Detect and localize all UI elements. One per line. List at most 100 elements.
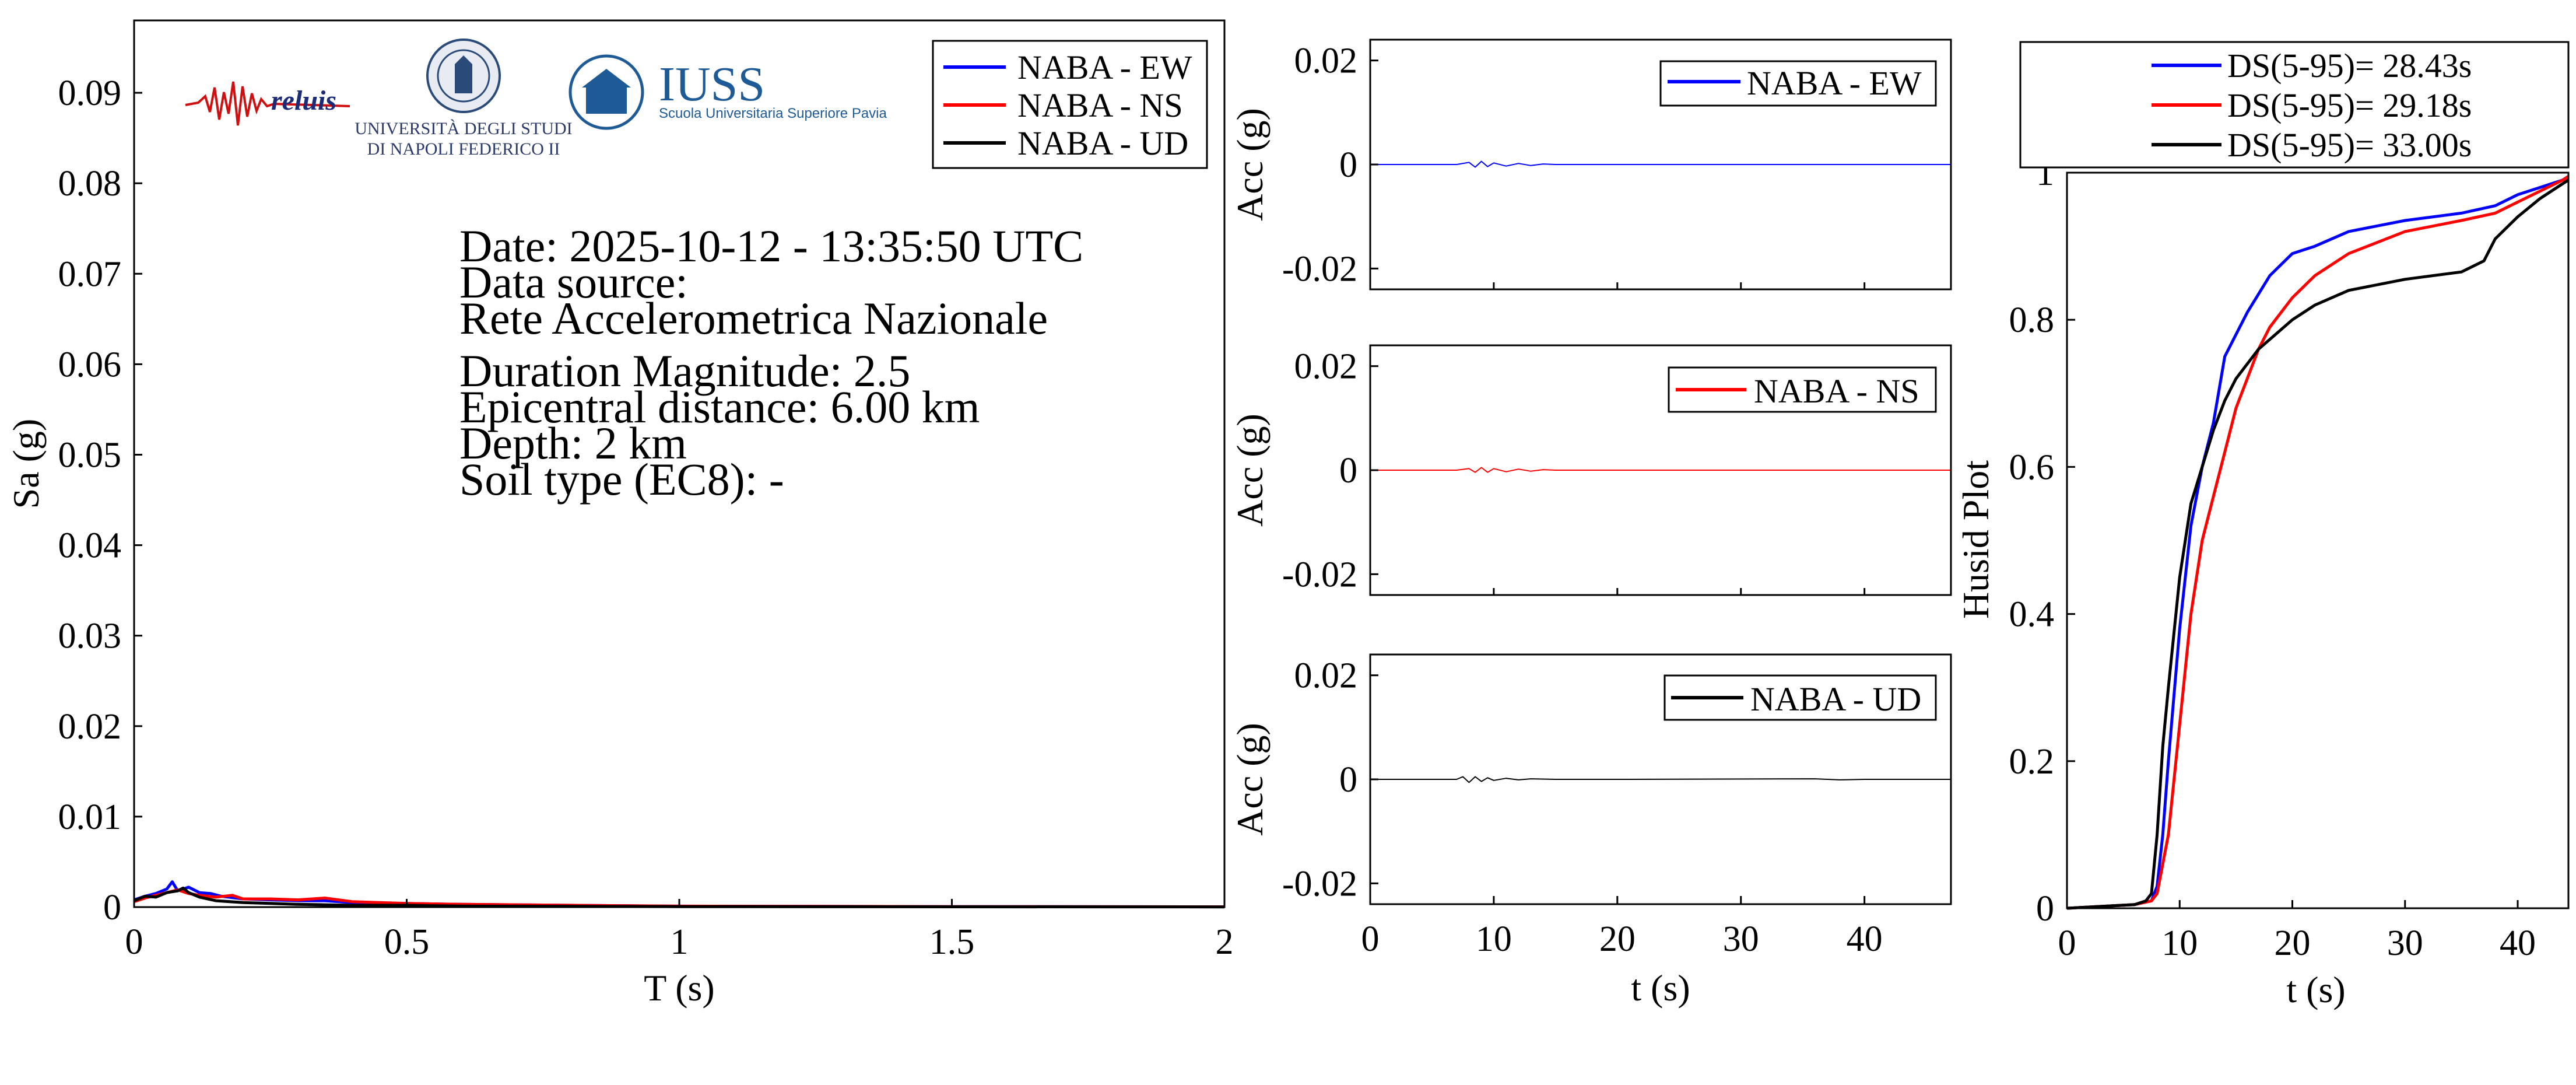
spectrum-y-tick-label: 0.06 — [58, 345, 122, 384]
acc-ud-x-label: t (s) — [1631, 967, 1690, 1009]
acc-ew-legend-label: NABA - EW — [1747, 64, 1922, 102]
acc-ud-x-tick-label: 40 — [1847, 919, 1883, 959]
husid-y-ticks: 00.20.40.60.81 — [2009, 153, 2075, 929]
husid-y-label: Husid Plot — [1955, 460, 1996, 619]
husid-y-tick-label: 0.2 — [2009, 742, 2055, 782]
acc-ew-y-tick-label: -0.02 — [1282, 249, 1357, 289]
acc-ns-y-ticks: -0.02 0 0.02 — [1282, 347, 1378, 594]
spectrum-legend-ew: NABA - EW — [1017, 48, 1192, 86]
spectrum-y-tick-label: 0.03 — [58, 617, 122, 656]
husid-x-tick-label: 10 — [2161, 923, 2198, 963]
husid-x-tick-label: 40 — [2500, 923, 2536, 963]
acc-ns-series — [1370, 467, 1951, 473]
acc-ns-y-label: Acc (g) — [1229, 414, 1271, 527]
husid-series-line-1 — [2066, 175, 2570, 910]
spectrum-y-tick-label: 0.07 — [58, 254, 122, 294]
spectrum-legend: NABA - EW NABA - NS NABA - UD — [932, 40, 1208, 169]
husid-series — [2066, 175, 2570, 910]
spectrum-x-tick-label: 2 — [1216, 922, 1234, 962]
unina-name-line1: UNIVERSITÀ DEGLI STUDI — [355, 119, 572, 138]
event-soil-type: Soil type (EC8): - — [459, 454, 784, 505]
acc-ew-series-line-0 — [1370, 160, 1951, 168]
spectrum-y-tick-label: 0.08 — [58, 164, 122, 204]
husid-x-ticks: 0 10 20 30 40 — [2058, 900, 2536, 963]
event-source-label: Data source: — [459, 257, 688, 307]
acc-ud-x-tick-label: 20 — [1599, 919, 1636, 959]
acc-ns-legend-label: NABA - NS — [1754, 372, 1919, 410]
spectrum-legend-ns: NABA - NS — [1017, 86, 1183, 124]
acc-ud-y-ticks: -0.02 0 0.02 — [1282, 656, 1378, 904]
husid-legend: DS(5-95)= 28.43s DS(5-95)= 29.18s DS(5-9… — [2019, 41, 2570, 169]
spectrum-x-tick-label: 0 — [125, 922, 143, 962]
iuss-subtitle: Scuola Universitaria Superiore Pavia — [659, 106, 887, 121]
acc-ud-legend: NABA - UD — [1663, 674, 1937, 721]
spectrum-y-label: Sa (g) — [5, 419, 47, 509]
event-epicentral-distance: Epicentral distance: 6.00 km — [459, 382, 980, 432]
acc-ns-y-tick-label: 0.02 — [1294, 347, 1358, 387]
acc-ew-series — [1370, 160, 1951, 168]
husid-legend-ns: DS(5-95)= 29.18s — [2227, 86, 2472, 124]
acc-ud-y-tick-label: 0.02 — [1294, 656, 1358, 696]
event-date: Date: 2025-10-12 - 13:35:50 UTC — [459, 220, 1083, 271]
acc-ud-series-line-0 — [1370, 776, 1951, 783]
acc-ew-panel: -0.02 0 0.02 Acc (g) NABA - EW — [1229, 38, 1952, 290]
spectrum-x-ticks: 0 0.5 1 1.5 2 — [125, 899, 1234, 962]
acc-ud-y-label: Acc (g) — [1229, 723, 1271, 836]
iuss-logo: IUSS Scuola Universitaria Superiore Pavi… — [568, 54, 887, 130]
event-magnitude: Duration Magnitude: 2.5 — [459, 345, 910, 396]
spectrum-legend-ud: NABA - UD — [1017, 124, 1188, 162]
spectrum-x-tick-label: 1.5 — [929, 922, 975, 962]
acc-ns-y-tick-label: 0 — [1339, 451, 1357, 491]
acc-ns-legend: NABA - NS — [1668, 366, 1937, 413]
husid-y-tick-label: 0.4 — [2009, 595, 2055, 635]
acc-ud-x-ticks: 0 10 20 30 40 — [1361, 896, 1883, 959]
husid-series-line-0 — [2066, 175, 2570, 910]
event-source-name: Rete Accelerometrica Nazionale — [459, 293, 1048, 344]
acc-ns-y-tick-label: -0.02 — [1282, 555, 1357, 594]
spectrum-y-tick-label: 0.09 — [58, 74, 122, 113]
spectrum-y-tick-label: 0.05 — [58, 435, 122, 475]
husid-x-tick-label: 0 — [2058, 923, 2076, 963]
acc-ud-x-tick-label: 30 — [1723, 919, 1759, 959]
husid-legend-ew: DS(5-95)= 28.43s — [2227, 47, 2472, 85]
event-depth: Depth: 2 km — [459, 418, 687, 468]
spectrum-x-label: T (s) — [644, 967, 714, 1009]
acc-ew-legend: NABA - EW — [1659, 60, 1937, 107]
husid-legend-ud: DS(5-95)= 33.00s — [2227, 126, 2472, 164]
iuss-emblem-icon — [568, 54, 644, 130]
spectrum-x-tick-label: 0.5 — [384, 922, 430, 962]
acc-ns-series-line-0 — [1370, 467, 1951, 473]
husid-x-label: t (s) — [2286, 969, 2345, 1010]
husid-y-tick-label: 0.8 — [2009, 300, 2055, 340]
spectrum-y-tick-label: 0.02 — [58, 707, 122, 747]
husid-x-tick-label: 30 — [2387, 923, 2423, 963]
spectrum-y-tick-label: 0 — [103, 888, 121, 928]
unina-logo: UNIVERSITÀ DEGLI STUDI DI NAPOLI FEDERIC… — [355, 38, 573, 159]
acc-ew-y-tick-label: 0 — [1339, 145, 1357, 185]
husid-y-tick-label: 0 — [2036, 889, 2054, 929]
husid-x-tick-label: 20 — [2275, 923, 2311, 963]
acc-ud-series — [1370, 776, 1951, 783]
acc-ud-y-tick-label: -0.02 — [1282, 864, 1357, 904]
spectrum-y-ticks: 0 0.01 0.02 0.03 0.04 0.05 0.06 0.07 0.08 0.09 — [58, 74, 142, 928]
husid-y-tick-label: 0.6 — [2009, 447, 2055, 487]
husid-series-line-2 — [2066, 178, 2570, 910]
acc-ew-y-ticks: -0.02 0 0.02 — [1282, 41, 1378, 289]
reluis-logo: reluis — [185, 81, 350, 126]
acc-ew-y-label: Acc (g) — [1229, 108, 1271, 221]
acc-ud-legend-label: NABA - UD — [1750, 680, 1921, 718]
acc-ud-x-tick-label: 10 — [1476, 919, 1512, 959]
spectrum-x-tick-label: 1 — [671, 922, 689, 962]
event-info: Date: 2025-10-12 - 13:35:50 UTC Data sou… — [459, 220, 1083, 505]
acc-ud-x-tick-label: 0 — [1361, 919, 1380, 959]
spectrum-y-tick-label: 0.04 — [58, 526, 122, 566]
spectrum-panel: 0 0.5 1 1.5 2 00.010.020.030.040.050.060.070… — [5, 19, 1234, 1009]
acc-ew-y-tick-label: 0.02 — [1294, 41, 1358, 81]
unina-name-line2: DI NAPOLI FEDERICO II — [367, 139, 560, 159]
acc-ud-y-tick-label: 0 — [1339, 760, 1357, 800]
husid-axes-box — [2066, 172, 2570, 909]
spectrum-y-tick-label: 0.01 — [58, 797, 122, 837]
